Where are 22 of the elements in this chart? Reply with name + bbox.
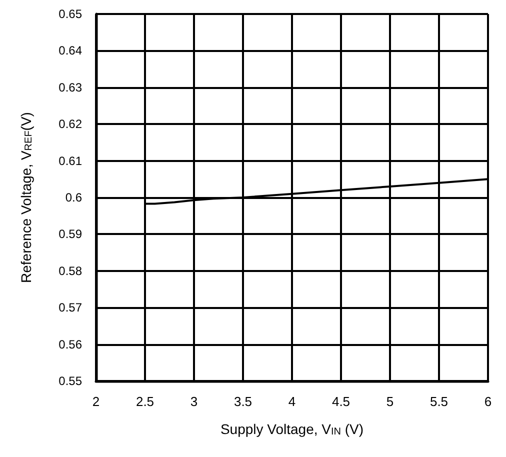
x-tick-label: 5 bbox=[386, 394, 394, 409]
y-tick-label: 0.57 bbox=[58, 300, 82, 315]
y-tick-label: 0.65 bbox=[58, 7, 82, 21]
y-tick-label: 0.55 bbox=[58, 374, 82, 388]
y-tick-label: 0.61 bbox=[58, 154, 82, 168]
y-tick-label: 0.58 bbox=[58, 264, 82, 278]
y-tick-label: 0.56 bbox=[58, 337, 82, 352]
x-tick-label: 3 bbox=[190, 394, 198, 409]
y-tick-label: 0.63 bbox=[58, 80, 82, 94]
y-tick-label: 0.62 bbox=[58, 117, 82, 132]
x-tick-label: 2 bbox=[92, 394, 100, 409]
x-tick-label: 5.5 bbox=[430, 394, 448, 409]
x-tick-label: 6 bbox=[484, 394, 492, 409]
x-tick-label: 2.5 bbox=[136, 394, 154, 409]
x-tick-label: 3.5 bbox=[234, 394, 252, 409]
y-axis-title: Reference Voltage, VREF(V) bbox=[18, 112, 34, 283]
x-tick-label: 4 bbox=[288, 394, 296, 409]
y-tick-label: 0.64 bbox=[58, 44, 82, 58]
x-axis-title: Supply Voltage, VIN (V) bbox=[220, 421, 364, 438]
x-tick-label: 4.5 bbox=[332, 394, 350, 409]
y-tick-label: 0.6 bbox=[65, 190, 82, 204]
y-tick-label: 0.59 bbox=[58, 227, 82, 242]
